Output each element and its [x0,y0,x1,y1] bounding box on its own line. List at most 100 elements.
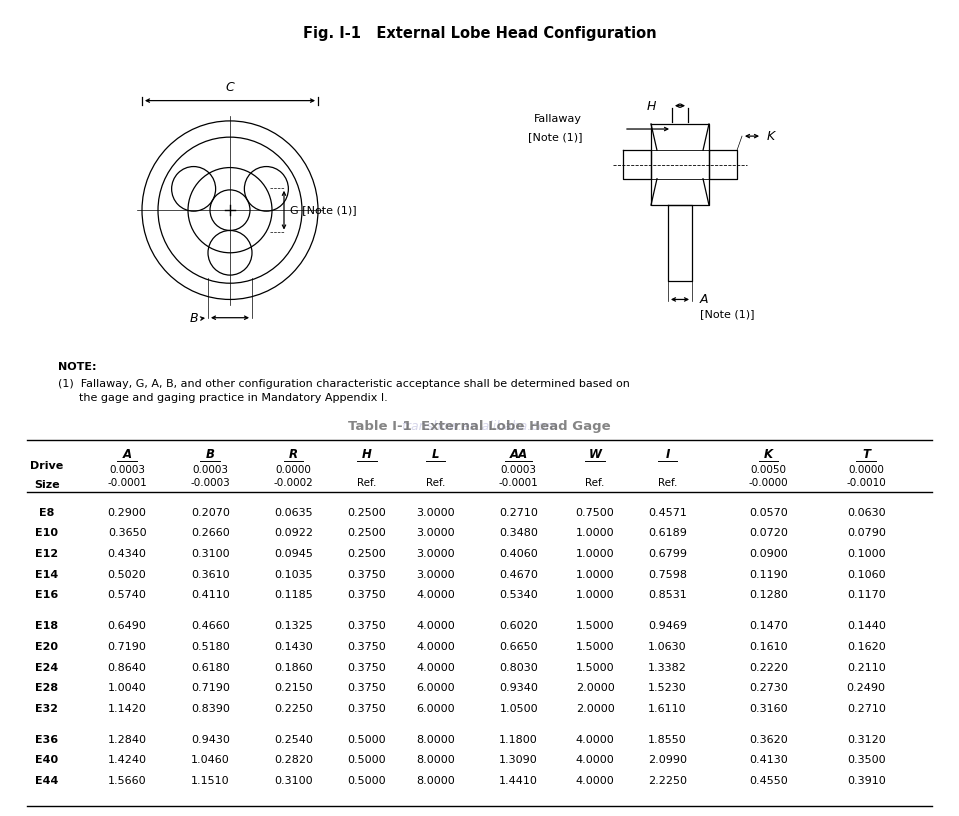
Text: NOTE:: NOTE: [58,362,97,372]
Text: 4.0000: 4.0000 [416,663,455,672]
Text: 0.9340: 0.9340 [500,683,538,694]
Text: 0.2730: 0.2730 [749,683,787,694]
Text: 4.0000: 4.0000 [575,776,615,786]
Text: 0.1190: 0.1190 [749,570,787,579]
Text: 0.7190: 0.7190 [191,683,230,694]
Text: 0.2500: 0.2500 [347,549,386,559]
Text: 2.0000: 2.0000 [575,704,615,714]
Text: 0.4660: 0.4660 [191,621,229,631]
Text: 0.3750: 0.3750 [347,590,386,601]
Text: (1)  Fallaway, G, A, B, and other configuration characteristic acceptance shall : (1) Fallaway, G, A, B, and other configu… [58,379,630,388]
Text: A: A [123,448,131,461]
Text: 8.0000: 8.0000 [416,734,455,745]
Text: 0.4550: 0.4550 [749,776,787,786]
Text: 0.0003: 0.0003 [193,464,228,475]
Text: 0.2150: 0.2150 [274,683,313,694]
Text: 0.6799: 0.6799 [648,549,687,559]
Text: 0.6490: 0.6490 [107,621,147,631]
Text: 0.1170: 0.1170 [847,590,885,601]
Text: 8.0000: 8.0000 [416,756,455,765]
Text: 1.5230: 1.5230 [648,683,687,694]
Text: 0.3500: 0.3500 [847,756,885,765]
Text: -0.0010: -0.0010 [847,477,886,488]
Text: 3.0000: 3.0000 [416,508,455,517]
Text: E24: E24 [35,663,58,672]
Text: 0.9469: 0.9469 [648,621,687,631]
Text: 0.9430: 0.9430 [191,734,230,745]
Text: 0.4130: 0.4130 [749,756,787,765]
Text: 0.3750: 0.3750 [347,683,386,694]
Text: -0.0002: -0.0002 [273,477,314,488]
Text: 1.0000: 1.0000 [575,590,615,601]
Text: 0.6020: 0.6020 [500,621,538,631]
Text: 8.0000: 8.0000 [416,776,455,786]
Text: R: R [289,448,298,461]
Text: Ref.: Ref. [585,477,605,488]
Text: Ref.: Ref. [658,477,677,488]
Text: 2.2250: 2.2250 [648,776,687,786]
Text: 0.3610: 0.3610 [191,570,229,579]
Text: 0.0570: 0.0570 [749,508,787,517]
Text: 0.0630: 0.0630 [847,508,885,517]
Text: 1.3090: 1.3090 [500,756,538,765]
Text: 0.2500: 0.2500 [347,528,386,539]
Text: 0.2710: 0.2710 [847,704,885,714]
Text: 0.6180: 0.6180 [191,663,229,672]
Text: E18: E18 [35,621,58,631]
Text: E10: E10 [35,528,58,539]
Text: 1.4410: 1.4410 [500,776,538,786]
Text: 1.5000: 1.5000 [575,663,615,672]
Text: 4.0000: 4.0000 [416,621,455,631]
Text: 6.0000: 6.0000 [416,704,455,714]
Text: 0.4340: 0.4340 [107,549,147,559]
Text: -0.0001: -0.0001 [107,477,147,488]
Text: 0.1440: 0.1440 [847,621,885,631]
Text: 0.3750: 0.3750 [347,704,386,714]
Text: E20: E20 [35,642,58,652]
Text: 0.1000: 0.1000 [847,549,885,559]
Text: 1.1800: 1.1800 [500,734,538,745]
Text: 0.0003: 0.0003 [109,464,145,475]
Text: 0.1060: 0.1060 [847,570,885,579]
Text: 0.4670: 0.4670 [500,570,538,579]
Text: G [Note (1)]: G [Note (1)] [290,205,357,215]
Text: 0.5340: 0.5340 [500,590,538,601]
Text: -0.0000: -0.0000 [748,477,788,488]
Text: 0.1620: 0.1620 [847,642,885,652]
Text: 0.3750: 0.3750 [347,663,386,672]
Text: 4.0000: 4.0000 [416,642,455,652]
Text: Ref.: Ref. [426,477,445,488]
Text: 0.3480: 0.3480 [500,528,538,539]
Text: 0.0922: 0.0922 [274,528,313,539]
Text: 1.4240: 1.4240 [107,756,147,765]
Text: 0.2500: 0.2500 [347,508,386,517]
Text: H: H [647,100,656,113]
Text: 0.0050: 0.0050 [750,464,786,475]
Text: A: A [700,293,709,306]
Text: 0.3750: 0.3750 [347,642,386,652]
Text: 0.3160: 0.3160 [749,704,787,714]
Text: 0.7190: 0.7190 [107,642,147,652]
Text: 1.1510: 1.1510 [191,776,229,786]
Text: the gage and gaging practice in Mandatory Appendix I.: the gage and gaging practice in Mandator… [58,392,387,403]
Text: 0.6650: 0.6650 [500,642,538,652]
Text: 1.5000: 1.5000 [575,642,615,652]
Text: E40: E40 [35,756,58,765]
Text: 3.0000: 3.0000 [416,570,455,579]
Text: 0.2660: 0.2660 [191,528,229,539]
Text: 2.0000: 2.0000 [575,683,615,694]
Text: 0.2540: 0.2540 [274,734,313,745]
Text: 0.3750: 0.3750 [347,570,386,579]
Text: 0.2900: 0.2900 [107,508,147,517]
Text: 0.3100: 0.3100 [274,776,313,786]
Text: 0.0945: 0.0945 [274,549,313,559]
Text: Table I-1  External Lobe Head Gage: Table I-1 External Lobe Head Gage [348,420,611,433]
Text: E16: E16 [35,590,58,601]
Text: Fig. I-1   External Lobe Head Configuration: Fig. I-1 External Lobe Head Configuratio… [303,26,656,41]
Text: Ref.: Ref. [358,477,377,488]
Text: 0.4060: 0.4060 [500,549,538,559]
Text: 0.7598: 0.7598 [648,570,687,579]
Text: 1.3382: 1.3382 [648,663,687,672]
Text: K: K [767,130,775,143]
Text: 0.0635: 0.0635 [274,508,313,517]
